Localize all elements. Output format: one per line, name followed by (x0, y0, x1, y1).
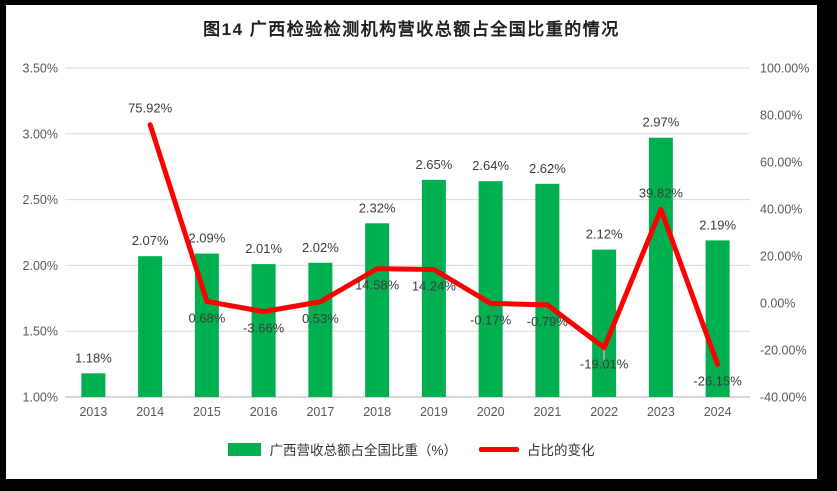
left-axis-tick-label: 1.50% (23, 325, 58, 339)
left-axis-tick-label: 3.50% (23, 62, 58, 76)
bar-data-label: 2.12% (586, 227, 623, 242)
category-label: 2020 (477, 405, 505, 419)
combo-chart-plot: 1.00% 1.50% 2.00% 2.50% 3.00% 3.50% -40.00% -20… (23, 62, 810, 420)
bar (421, 179, 446, 397)
left-axis-tick-label: 1.00% (23, 391, 58, 405)
bar (81, 373, 106, 397)
left-axis-tick-label: 3.00% (23, 127, 58, 141)
bar (705, 240, 730, 397)
line-data-label: 14.58% (355, 278, 400, 293)
bar-data-label: 2.07% (132, 233, 169, 248)
line-data-label: 75.92% (128, 101, 173, 116)
category-label: 2016 (250, 405, 278, 419)
line-data-label: 0.68% (188, 310, 225, 325)
category-label: 2022 (590, 405, 618, 419)
legend-item-line-series: 占比的变化 (479, 439, 595, 459)
bar (308, 262, 333, 397)
line-series-swatch-icon (479, 446, 519, 452)
category-label: 2018 (363, 405, 391, 419)
right-axis-tick-label: 60.00% (760, 156, 802, 170)
category-label: 2024 (704, 405, 732, 419)
bar (251, 264, 276, 397)
bar-data-label: 2.32% (359, 200, 396, 215)
bar (365, 223, 390, 397)
category-label: 2013 (79, 405, 107, 419)
right-axis-tick-label: 80.00% (760, 109, 802, 123)
left-axis-tick-label: 2.00% (23, 259, 58, 273)
category-label: 2017 (306, 405, 334, 419)
right-axis-tick-label: 100.00% (760, 62, 809, 76)
bar (648, 137, 673, 398)
line-data-label: 14.24% (412, 279, 457, 294)
left-axis-tick-label: 2.50% (23, 193, 58, 207)
line-data-label: -0.17% (470, 312, 512, 327)
bar-data-label: 2.97% (642, 115, 679, 130)
right-axis-tick-label: 40.00% (760, 203, 802, 217)
line-data-label: -3.66% (243, 321, 285, 336)
line-data-label: -19.01% (580, 357, 629, 372)
category-label: 2021 (533, 405, 561, 419)
category-label: 2019 (420, 405, 448, 419)
bar-data-label: 2.02% (302, 240, 339, 255)
bar-series-swatch-icon (228, 442, 262, 456)
line-data-label: 0.53% (302, 311, 339, 326)
trend-line (147, 122, 721, 367)
chart-card: 图14 广西检验检测机构营收总额占全国比重的情况 1.00% 1.50% 2.00%… (6, 5, 817, 479)
legend-label-line-series: 占比的变化 (527, 443, 595, 458)
bar-data-label: 2.62% (529, 161, 566, 176)
right-axis-tick-label: -40.00% (760, 391, 807, 405)
legend-label-bar-series: 广西营收总额占全国比重（%） (269, 443, 457, 458)
bar-data-label: 2.09% (188, 231, 225, 246)
right-axis-tick-label: 20.00% (760, 250, 802, 264)
category-label: 2014 (136, 405, 164, 419)
bar-data-label: 2.64% (472, 158, 509, 173)
bar-data-label: 2.01% (245, 241, 282, 256)
right-axis-tick-label: -20.00% (760, 344, 807, 358)
bar-data-label: 2.65% (415, 157, 452, 172)
line-data-label: 39.82% (639, 185, 684, 200)
line-data-label: -26.15% (693, 373, 742, 388)
chart-title: 图14 广西检验检测机构营收总额占全国比重的情况 (203, 20, 620, 39)
category-label: 2023 (647, 405, 675, 419)
bar (535, 183, 560, 397)
legend: 广西营收总额占全国比重（%） 占比的变化 (6, 439, 817, 459)
bar-data-label: 1.18% (75, 350, 112, 365)
bar (478, 181, 503, 397)
legend-item-bar-series: 广西营收总额占全国比重（%） (228, 439, 457, 459)
category-label: 2015 (193, 405, 221, 419)
line-data-label: -0.79% (527, 314, 569, 329)
bar-data-label: 2.19% (699, 217, 736, 232)
right-axis-tick-label: 0.00% (760, 297, 795, 311)
bar (138, 256, 163, 397)
